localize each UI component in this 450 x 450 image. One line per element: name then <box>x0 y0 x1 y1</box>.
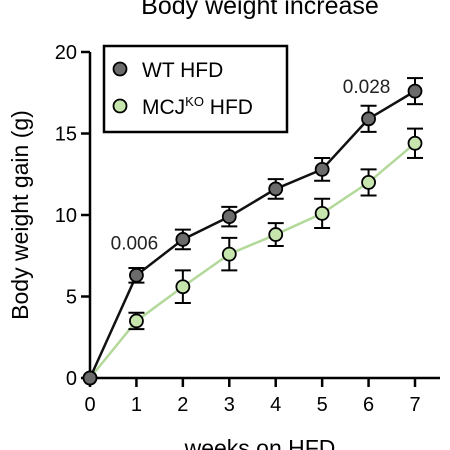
x-tick-label: 3 <box>224 394 235 416</box>
x-tick-label: 0 <box>84 394 95 416</box>
data-point <box>361 174 376 190</box>
x-axis-label: weeks on HFD <box>184 435 336 450</box>
data-point <box>221 209 237 225</box>
legend-box <box>102 44 289 134</box>
data-point <box>314 161 330 177</box>
data-point <box>361 111 376 127</box>
x-tick-label: 2 <box>177 394 188 416</box>
series-wt-hfd <box>82 77 423 386</box>
data-point <box>175 232 191 247</box>
y-axis-label: Body weight gain (g) <box>7 110 33 320</box>
p-value-annotation: 0.006 <box>111 233 159 254</box>
legend-marker <box>112 61 128 77</box>
data-point <box>175 279 191 295</box>
y-tick-label: 20 <box>55 42 77 64</box>
series-line <box>88 90 416 379</box>
legend-label: MCJKO HFD <box>142 94 253 119</box>
x-tick-label: 6 <box>363 394 374 416</box>
data-point <box>221 246 237 262</box>
data-point <box>82 370 98 386</box>
data-point <box>129 267 144 283</box>
data-point <box>129 313 144 329</box>
legend-label: WT HFD <box>142 59 223 82</box>
data-point <box>268 181 284 197</box>
y-tick-label: 15 <box>55 124 77 146</box>
data-point <box>314 205 330 221</box>
series-mcjko-hfd <box>82 127 423 386</box>
data-point <box>268 227 284 242</box>
data-point <box>407 135 423 151</box>
data-point <box>407 83 423 99</box>
series-layer <box>82 77 423 386</box>
legend: WT HFD MCJKO HFD <box>102 44 289 134</box>
annotations: 0.006 0.028 <box>111 77 391 254</box>
y-tick-label: 0 <box>66 368 77 390</box>
chart-title: Body weight increase <box>141 0 379 20</box>
y-tick-label: 5 <box>66 287 77 309</box>
x-tick-label: 4 <box>270 394 281 416</box>
series-line <box>89 142 416 379</box>
axes: 0 5 10 15 20 0 1 2 3 4 5 6 7 <box>55 42 440 416</box>
legend-marker <box>112 98 128 114</box>
y-tick-label: 10 <box>55 205 77 227</box>
x-tick-label: 1 <box>131 394 142 416</box>
x-tick-label: 5 <box>317 394 328 416</box>
x-tick-label: 7 <box>409 394 420 416</box>
p-value-annotation: 0.028 <box>343 77 391 98</box>
